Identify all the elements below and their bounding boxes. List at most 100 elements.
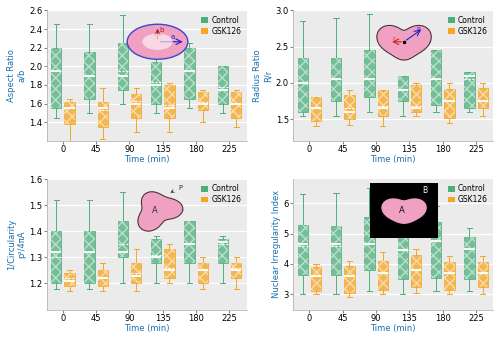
Bar <box>84 52 94 99</box>
Bar <box>331 57 341 101</box>
Bar <box>364 50 374 97</box>
Bar <box>411 255 421 287</box>
X-axis label: Time (min): Time (min) <box>124 324 170 333</box>
Bar <box>51 48 62 108</box>
Bar <box>184 48 194 99</box>
Bar <box>311 267 321 291</box>
Y-axis label: Nuclear Irregularity Index: Nuclear Irregularity Index <box>272 190 280 298</box>
Y-axis label: Radius Ratio
R/r: Radius Ratio R/r <box>254 49 273 102</box>
Legend: Control, GSK126: Control, GSK126 <box>446 183 489 206</box>
Bar <box>98 270 108 286</box>
Bar <box>131 94 141 118</box>
Bar <box>118 221 128 257</box>
Bar <box>131 262 141 284</box>
Bar <box>331 226 341 275</box>
Bar <box>344 95 354 119</box>
Bar <box>431 222 441 278</box>
Bar <box>311 97 321 121</box>
Legend: Control, GSK126: Control, GSK126 <box>200 183 242 206</box>
Bar <box>444 89 454 118</box>
Bar <box>398 76 408 101</box>
Bar <box>151 62 162 104</box>
Bar <box>378 90 388 116</box>
Bar <box>118 221 128 257</box>
Bar <box>198 262 208 284</box>
X-axis label: Time (min): Time (min) <box>124 155 170 165</box>
Bar <box>398 234 408 279</box>
Bar <box>151 239 162 262</box>
Bar <box>84 52 94 99</box>
Bar <box>218 239 228 262</box>
Bar <box>444 262 454 290</box>
X-axis label: Time (min): Time (min) <box>370 324 416 333</box>
Bar <box>311 267 321 291</box>
Bar <box>344 95 354 119</box>
Bar <box>431 50 441 105</box>
Bar <box>198 92 208 110</box>
Bar <box>98 102 108 127</box>
Bar <box>464 237 474 279</box>
Bar <box>184 221 194 262</box>
Bar <box>464 72 474 108</box>
Bar <box>298 224 308 275</box>
Bar <box>431 50 441 105</box>
X-axis label: Time (min): Time (min) <box>370 155 416 165</box>
Bar <box>231 92 241 118</box>
Bar <box>231 262 241 278</box>
Bar <box>364 217 374 270</box>
Bar <box>118 43 128 90</box>
Bar <box>478 88 488 108</box>
Bar <box>184 48 194 99</box>
Bar <box>164 250 174 278</box>
Bar <box>164 85 174 118</box>
Bar <box>344 266 354 293</box>
Bar <box>411 85 421 112</box>
Bar <box>218 66 228 104</box>
Bar <box>218 66 228 104</box>
Bar <box>131 262 141 284</box>
Bar <box>64 102 74 124</box>
Bar <box>364 50 374 97</box>
Bar <box>331 57 341 101</box>
Bar <box>51 231 62 284</box>
Bar <box>51 231 62 284</box>
Legend: Control, GSK126: Control, GSK126 <box>446 14 489 37</box>
Legend: Control, GSK126: Control, GSK126 <box>200 14 242 37</box>
Bar <box>231 92 241 118</box>
Bar <box>378 261 388 290</box>
Bar <box>298 57 308 112</box>
Bar <box>398 234 408 279</box>
Bar <box>198 92 208 110</box>
Bar <box>164 85 174 118</box>
Bar <box>331 226 341 275</box>
Bar <box>364 217 374 270</box>
Bar <box>118 43 128 90</box>
Bar <box>131 94 141 118</box>
Y-axis label: 1/Circularity
p²/4πA: 1/Circularity p²/4πA <box>7 219 26 270</box>
Y-axis label: Aspect Ratio
a/b: Aspect Ratio a/b <box>7 49 26 102</box>
Bar <box>411 255 421 287</box>
Bar <box>478 88 488 108</box>
Bar <box>478 262 488 287</box>
Bar <box>411 85 421 112</box>
Bar <box>84 231 94 284</box>
Bar <box>398 76 408 101</box>
Bar <box>151 239 162 262</box>
Bar <box>151 62 162 104</box>
Bar <box>64 273 74 286</box>
Bar <box>444 89 454 118</box>
Bar <box>431 222 441 278</box>
Bar <box>464 237 474 279</box>
Bar <box>298 224 308 275</box>
Bar <box>51 48 62 108</box>
Bar <box>344 266 354 293</box>
Bar <box>444 262 454 290</box>
Bar <box>64 102 74 124</box>
Bar <box>231 262 241 278</box>
Bar <box>378 261 388 290</box>
Bar <box>184 221 194 262</box>
Bar <box>311 97 321 121</box>
Bar <box>218 239 228 262</box>
Bar <box>98 102 108 127</box>
Bar <box>164 250 174 278</box>
